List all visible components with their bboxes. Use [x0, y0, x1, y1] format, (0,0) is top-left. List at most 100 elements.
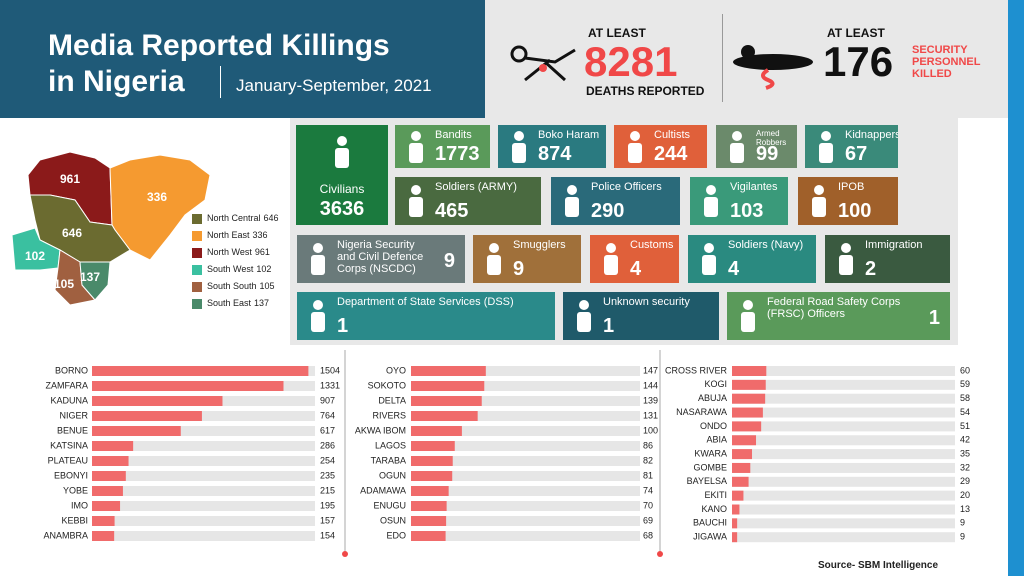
- bar: [732, 407, 763, 418]
- bar-track: [732, 379, 955, 390]
- bar-track: [92, 441, 315, 451]
- bar: [732, 449, 753, 460]
- value-label: 20: [960, 490, 970, 500]
- icon-head: [814, 185, 824, 195]
- category-label: CROSS RIVER: [665, 365, 728, 375]
- value-label: 1331: [320, 380, 340, 390]
- tile-icon: [409, 130, 423, 163]
- value-label: 70: [643, 500, 653, 510]
- category-label: BAUCHI: [693, 518, 727, 528]
- tile-value: 244: [654, 143, 688, 165]
- tile-value: 9: [443, 250, 455, 272]
- category-label: AKWA IBOM: [355, 425, 406, 435]
- category-label: BAYELSA: [687, 476, 727, 486]
- value-label: 29: [960, 476, 970, 486]
- separator-dot: [657, 551, 663, 557]
- legend-value: 336: [253, 230, 268, 240]
- tile-icon: [819, 130, 833, 163]
- bar: [411, 441, 455, 451]
- icon-body: [704, 197, 718, 217]
- legend-label: North West 961: [207, 247, 270, 257]
- stat-prefix: AT LEAST: [588, 26, 646, 40]
- bar-track: [732, 435, 955, 446]
- icon-body: [409, 142, 423, 163]
- icon-head: [489, 243, 499, 253]
- icon-body: [812, 197, 826, 217]
- tile: Vigilantes 103: [690, 177, 788, 225]
- category-label: OSUN: [380, 515, 406, 525]
- divider: [722, 14, 723, 102]
- tile: Soldiers (Navy) 4: [688, 235, 816, 283]
- category-label: EDO: [386, 530, 406, 540]
- tile: Smugglers 9: [473, 235, 581, 283]
- category-label: KWARA: [694, 448, 727, 458]
- bar-track: [732, 490, 955, 501]
- value-label: 69: [643, 515, 653, 525]
- category-label: ABIA: [706, 435, 727, 445]
- tile-icon: [409, 185, 423, 217]
- category-label: JIGAWA: [693, 532, 727, 542]
- legend-name: North East: [207, 230, 250, 240]
- icon-body: [741, 312, 755, 332]
- bar-track: [732, 504, 955, 515]
- bar: [732, 379, 766, 390]
- icon-head: [579, 300, 589, 310]
- value-label: 60: [960, 365, 970, 375]
- tile-value: 103: [730, 200, 764, 222]
- bar: [411, 366, 486, 376]
- category-label: BORNO: [55, 365, 88, 375]
- stat-prefix: AT LEAST: [827, 26, 885, 40]
- tile-icon: [812, 185, 826, 217]
- tile-value: 4: [630, 258, 642, 280]
- value-label: 215: [320, 485, 335, 495]
- bar: [92, 531, 115, 541]
- value-label: 617: [320, 425, 335, 435]
- bar-track: [411, 366, 640, 376]
- bar: [92, 486, 123, 496]
- tile-label: Police Officers: [591, 181, 662, 193]
- tile-icon: [311, 300, 325, 332]
- legend-name: North West: [207, 247, 252, 257]
- bar-track: [92, 486, 315, 496]
- bar: [92, 426, 181, 436]
- legend-name: South West: [207, 264, 254, 274]
- icon-head: [567, 185, 577, 195]
- tile-value: 465: [435, 200, 469, 222]
- bar-track: [411, 441, 640, 451]
- category-label: BENUE: [57, 425, 88, 435]
- bar: [732, 462, 751, 473]
- icon-body: [311, 255, 325, 275]
- category-label: ZAMFARA: [45, 380, 88, 390]
- legend-value: 102: [256, 264, 271, 274]
- tile-value: 3636: [319, 198, 365, 220]
- stat-value: 8281: [584, 38, 678, 85]
- icon-body: [311, 312, 325, 332]
- tile: Unknown security 1: [563, 292, 719, 340]
- tile-icon: [512, 130, 526, 163]
- icon-head: [337, 136, 347, 146]
- tile-value: 9: [513, 258, 525, 280]
- value-label: 157: [320, 515, 335, 525]
- map-region: [79, 261, 111, 301]
- category-label: ANAMBRA: [43, 530, 88, 540]
- tile: Soldiers (ARMY) 465: [395, 177, 541, 225]
- tile-label: Department of State Services (DSS): [337, 296, 514, 308]
- icon-head: [630, 130, 640, 141]
- map-value: 137: [80, 270, 100, 284]
- category-label: ADAMAWA: [360, 485, 406, 495]
- tile-label: Cultists: [654, 129, 691, 141]
- value-label: 74: [643, 485, 653, 495]
- value-label: 144: [643, 380, 658, 390]
- icon-body: [819, 142, 833, 163]
- bar-track: [732, 421, 955, 432]
- category-label: OGUN: [379, 470, 406, 480]
- category-label: ENUGU: [373, 500, 406, 510]
- bar-track: [92, 531, 315, 541]
- legend-value: 646: [264, 213, 279, 223]
- bar: [732, 421, 762, 432]
- bar: [732, 532, 738, 543]
- outline-icon: [510, 45, 576, 82]
- value-label: 81: [643, 470, 653, 480]
- bar-track: [732, 476, 955, 487]
- value-label: 100: [643, 425, 658, 435]
